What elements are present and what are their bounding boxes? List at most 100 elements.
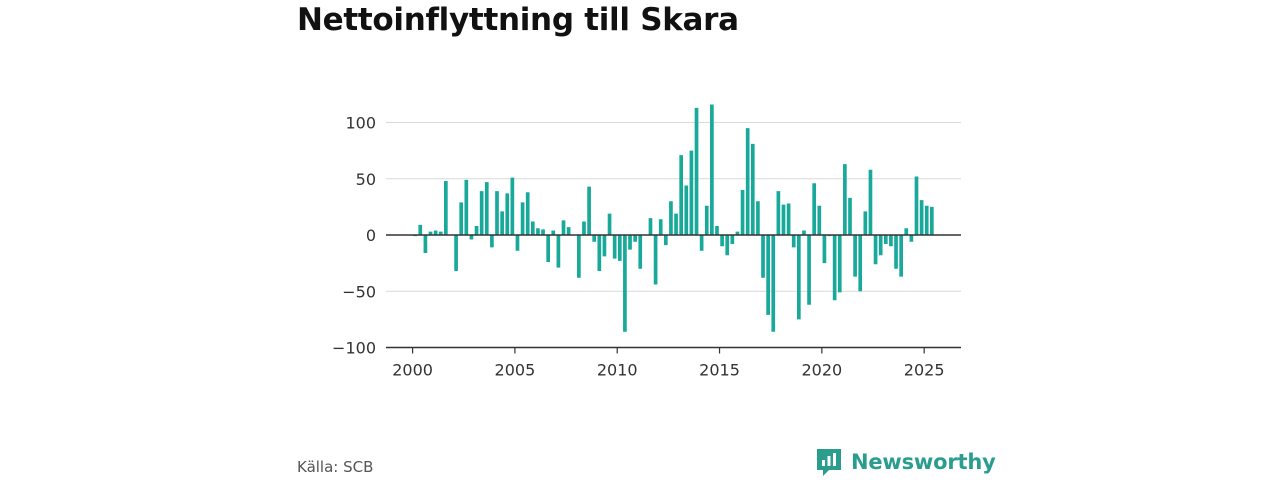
- bar: [694, 107, 699, 235]
- bar: [490, 235, 494, 248]
- bar: [510, 177, 515, 235]
- bar: [863, 211, 868, 235]
- bar: [853, 235, 857, 277]
- bar: [919, 200, 924, 235]
- bar: [638, 235, 643, 269]
- bar: [561, 220, 566, 235]
- bar: [745, 128, 750, 235]
- bar: [761, 235, 765, 278]
- bar: [704, 205, 709, 235]
- bar: [515, 235, 520, 251]
- bar: [444, 181, 448, 235]
- bar: [648, 218, 653, 235]
- bar: [843, 164, 847, 235]
- bar: [566, 227, 571, 235]
- bar: [479, 191, 484, 235]
- axes: [386, 234, 961, 354]
- bar: [679, 155, 684, 235]
- bar: [663, 235, 668, 246]
- bar: [924, 205, 929, 235]
- bar: [781, 204, 786, 235]
- y-tick-label: −100: [332, 339, 376, 358]
- x-tick-label: 2005: [495, 361, 536, 380]
- bar: [725, 235, 730, 256]
- bar: [525, 192, 530, 235]
- bar: [536, 228, 540, 235]
- bar: [653, 235, 658, 285]
- bar: [602, 235, 607, 257]
- bar: [909, 235, 914, 242]
- bar: [837, 235, 842, 293]
- bar: [807, 235, 811, 305]
- bar: [914, 176, 919, 235]
- bar: [822, 235, 827, 264]
- bar: [505, 193, 510, 235]
- x-tick-label: 2020: [801, 361, 842, 380]
- bar: [541, 229, 545, 235]
- bar: [428, 231, 433, 235]
- bar: [617, 235, 622, 261]
- bar: [904, 228, 909, 235]
- source-note: Källa: SCB: [297, 458, 374, 476]
- bar: [883, 235, 888, 244]
- x-tick-labels: 2000 2005 2010 2015 2020 2025: [392, 361, 944, 380]
- y-tick-label: 100: [345, 114, 376, 133]
- bar: [459, 202, 464, 235]
- bar: [889, 235, 893, 247]
- chart-title: Nettoinflyttning till Skara: [297, 2, 739, 38]
- bar: [730, 235, 735, 244]
- bar: [868, 169, 873, 235]
- bar: [597, 235, 602, 271]
- bar: [832, 235, 837, 301]
- newsworthy-icon: [817, 449, 841, 476]
- bar: [530, 221, 535, 235]
- bar: [817, 205, 822, 235]
- x-tick-label: 2010: [597, 361, 638, 380]
- bar: [684, 185, 689, 235]
- bar: [740, 190, 745, 235]
- bar: [418, 224, 423, 235]
- bar: [469, 235, 474, 240]
- bar: [715, 226, 719, 235]
- bar: [812, 183, 817, 235]
- bar: [791, 235, 796, 248]
- bar: [551, 230, 556, 235]
- bar: [612, 235, 617, 259]
- bar: [878, 235, 883, 256]
- x-tick-label: 2025: [904, 361, 945, 380]
- bar: [582, 221, 586, 235]
- bar: [848, 197, 852, 235]
- bar: [674, 213, 678, 235]
- bar: [929, 206, 934, 235]
- bar: [464, 179, 469, 235]
- bar: [577, 235, 581, 278]
- newsworthy-logo: Newsworthy: [815, 447, 996, 477]
- bar: [423, 235, 428, 253]
- bar: [756, 201, 760, 235]
- bar: [520, 202, 525, 235]
- bar: [899, 235, 903, 277]
- bar: [796, 235, 801, 320]
- y-tick-label: −50: [342, 282, 376, 301]
- bar: [720, 235, 724, 247]
- bar: [750, 143, 755, 235]
- y-tick-labels: 100 50 0 −50 −100: [332, 114, 376, 358]
- bar: [623, 235, 627, 332]
- bar: [710, 104, 714, 235]
- bar: [628, 235, 632, 250]
- y-tick-label: 50: [356, 170, 376, 189]
- bar: [858, 235, 863, 292]
- bar: [658, 219, 663, 235]
- bar: [454, 235, 458, 271]
- x-tick-label: 2000: [392, 361, 433, 380]
- bar: [433, 230, 438, 235]
- bar: [592, 235, 597, 242]
- bar: [873, 235, 878, 265]
- bar: [689, 150, 694, 235]
- bar: [669, 201, 673, 235]
- bar: [776, 191, 781, 235]
- bar: [766, 235, 770, 315]
- x-tick-label: 2015: [699, 361, 740, 380]
- bars: [413, 104, 934, 332]
- bar: [495, 191, 499, 235]
